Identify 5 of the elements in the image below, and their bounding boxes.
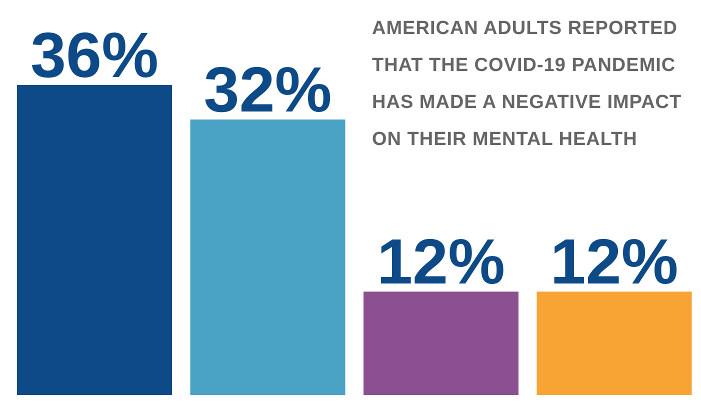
chart-title: AMERICAN ADULTS REPORTED THAT THE COVID-19 PANDEMIC HAS MADE A NEGATIVE IMPACT ON THEIR MENTAL HEALTH <box>372 17 683 152</box>
data-label: 32% <box>204 53 332 126</box>
data-label: 12% <box>550 226 678 298</box>
data-label: 12% <box>376 226 506 298</box>
data-label: 36% <box>30 19 159 91</box>
